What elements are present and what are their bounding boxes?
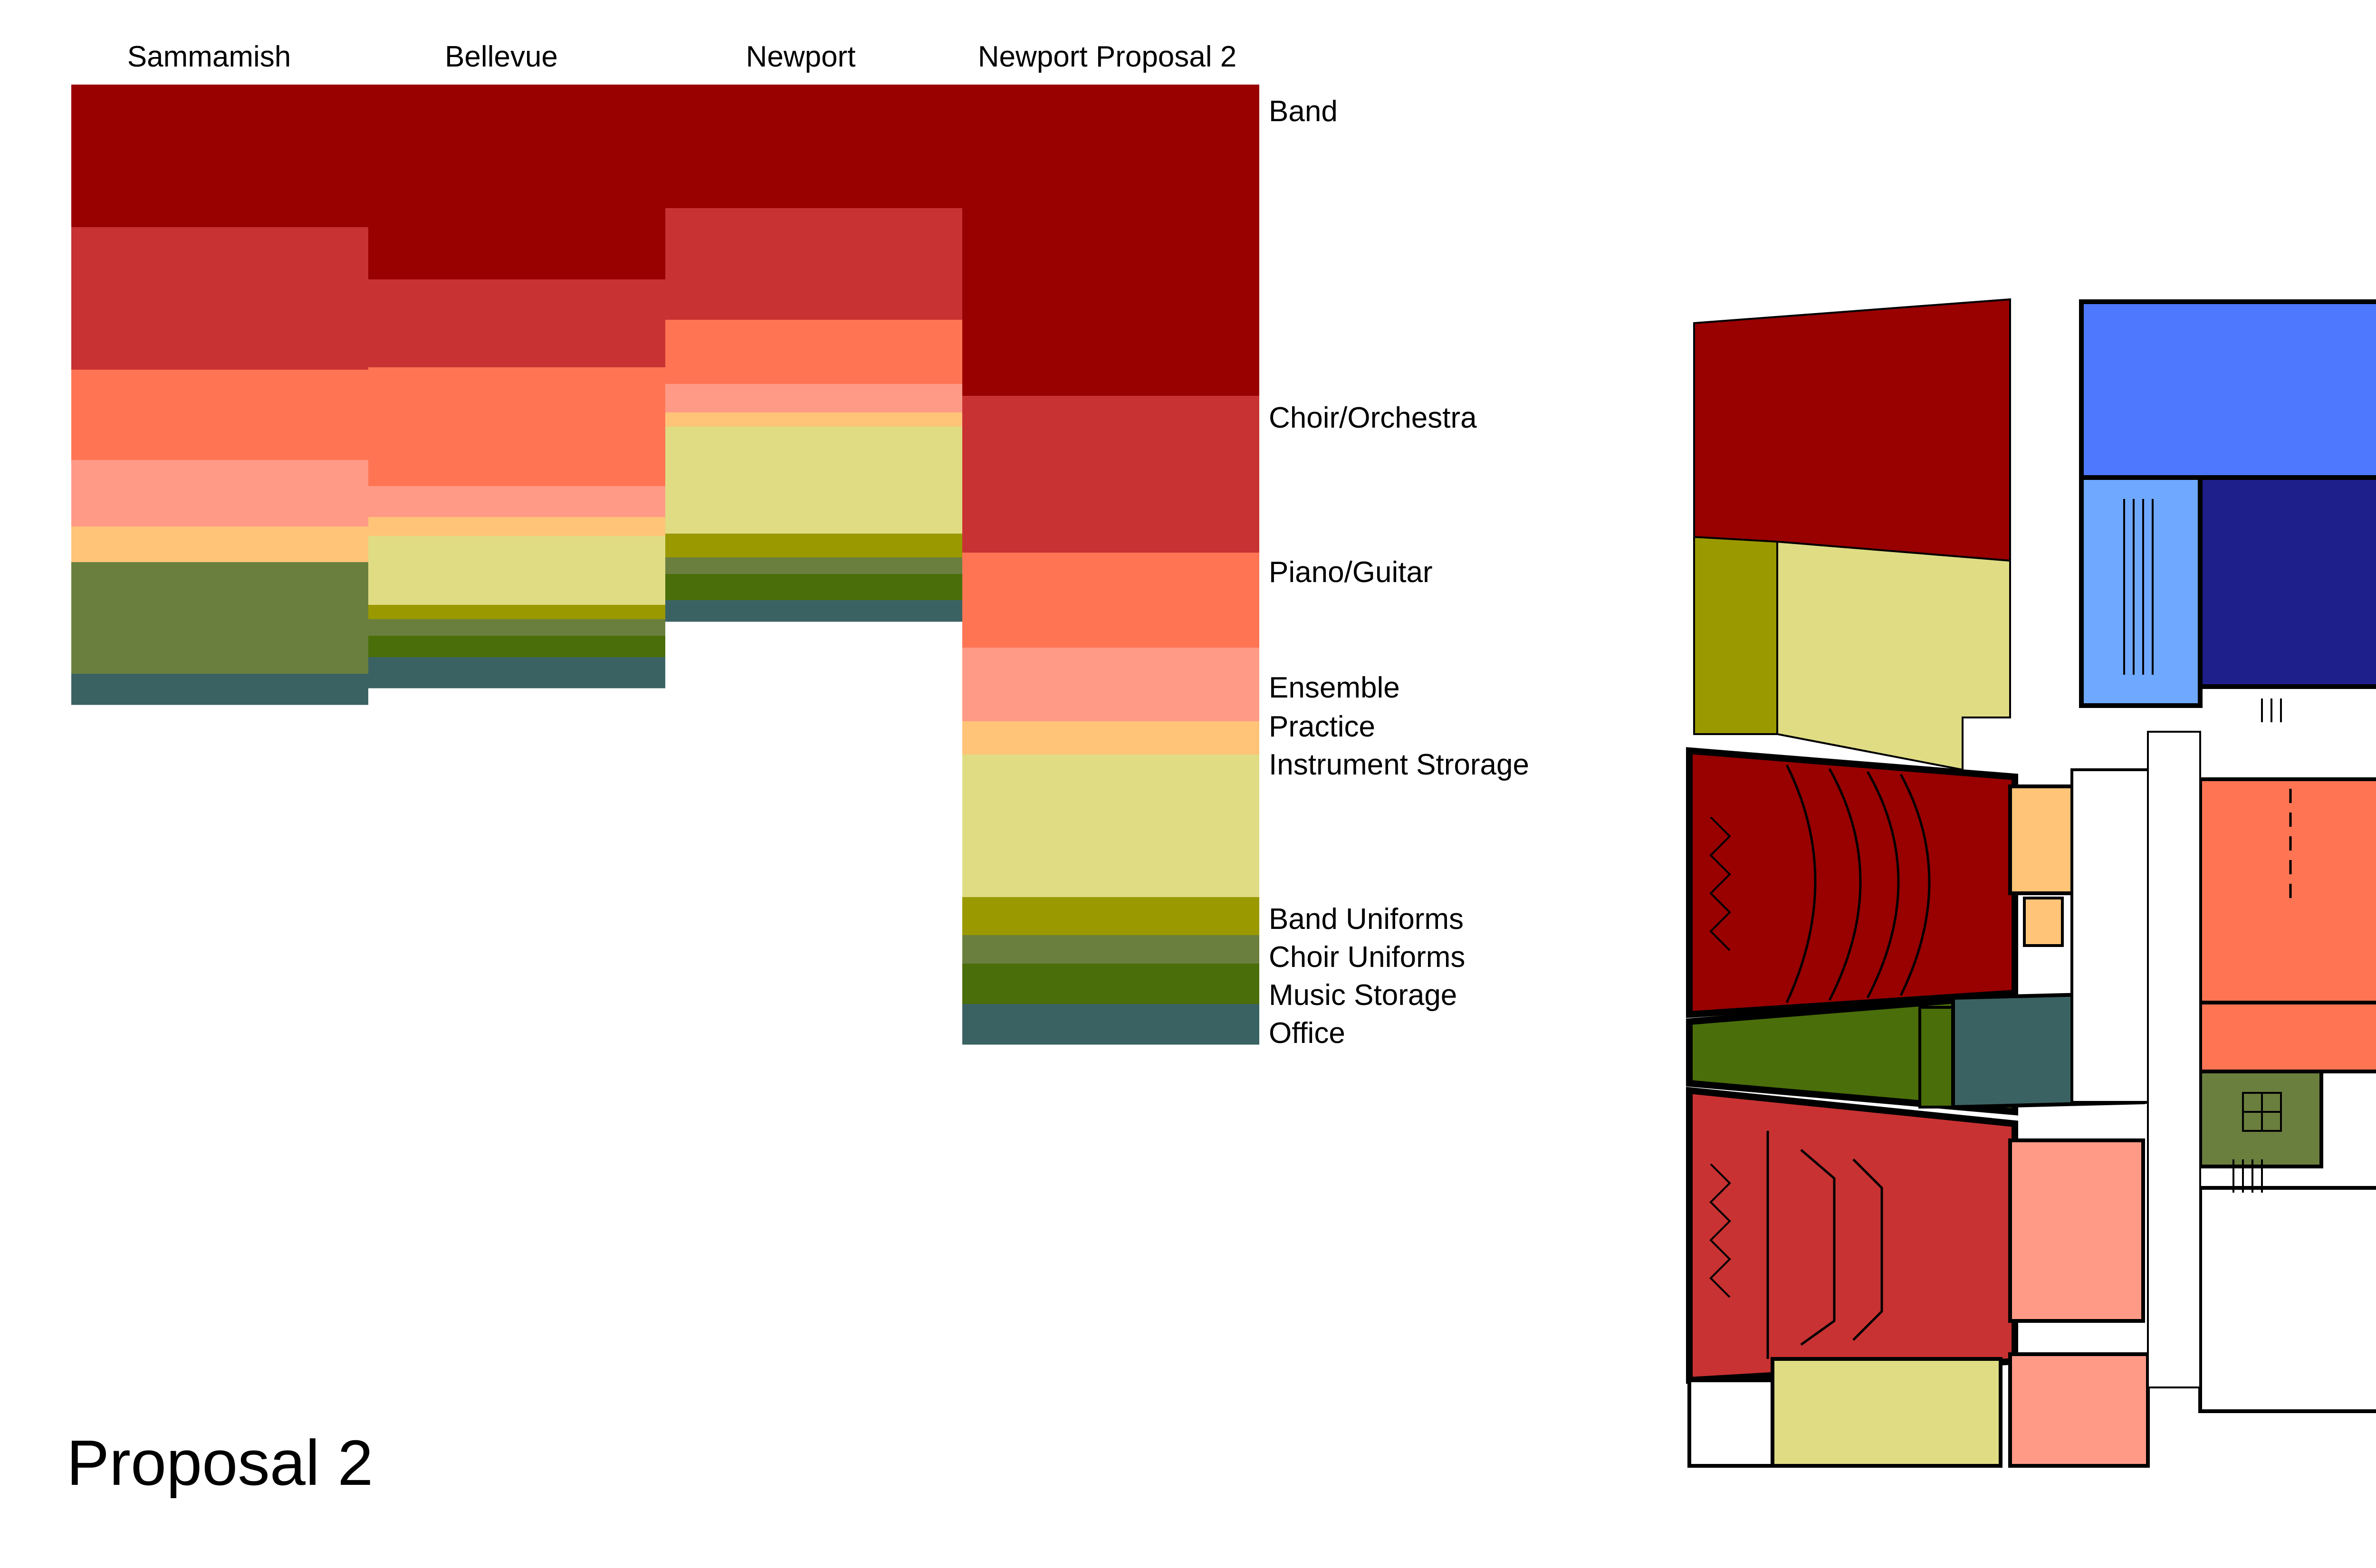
- column-header-bellevue: Bellevue: [445, 40, 558, 73]
- legend-label-band: Band: [1269, 95, 1338, 128]
- bar-sammamish-choir-orchestra: [71, 227, 368, 370]
- stacked-columns: [71, 85, 1259, 1045]
- legend-label-choir-uniforms: Choir Uniforms: [1269, 941, 1465, 974]
- bar-newport-proposal-2-choir-orchestra: [962, 396, 1259, 553]
- column-headers: Sammamish Bellevue Newport Newport Propo…: [127, 40, 1237, 73]
- plan-band-zigzag: [1709, 816, 1731, 951]
- plan-room-corner: [1687, 1378, 1774, 1468]
- bar-sammamish-piano-guitar: [71, 370, 368, 460]
- plan-room-light-blue: [2079, 475, 2203, 708]
- proposal-title: Proposal 2: [67, 1427, 373, 1499]
- legend-label-piano-guitar: Piano/Guitar: [1269, 556, 1433, 589]
- bar-newport-proposal-2-piano-guitar: [962, 553, 1259, 648]
- legend-label-practice: Practice: [1269, 710, 1375, 743]
- bar-sammamish-office: [71, 674, 368, 705]
- bar-newport-proposal-2-music-storage: [962, 964, 1259, 1004]
- bar-sammamish-ensemble: [71, 460, 368, 527]
- bar-newport-practice: [665, 412, 962, 427]
- bar-newport-choir-orchestra: [665, 208, 962, 320]
- legend-label-instrument-storage: Instrument Strorage: [1269, 748, 1529, 781]
- legend: Band Choir/Orchestra Piano/Guitar Ensemb…: [1269, 95, 1529, 1050]
- floor-plan: [1686, 298, 2376, 1468]
- bar-newport-proposal-2-band-uniforms: [962, 897, 1259, 936]
- column-header-newport: Newport: [746, 40, 856, 73]
- plan-room-choir-orchestra: [1686, 1087, 2018, 1384]
- bar-newport-instrument-strorage: [665, 427, 962, 534]
- plan-room-instrument-storage: [1776, 540, 2011, 771]
- bar-bellevue-office: [368, 657, 665, 688]
- legend-label-office: Office: [1269, 1017, 1345, 1050]
- bar-newport-piano-guitar: [665, 320, 962, 384]
- bar-bellevue-choir-uniforms: [368, 619, 665, 636]
- plan-room-band-uniforms: [1693, 535, 1778, 735]
- plan-choir-risers: [1766, 1131, 1883, 1359]
- plan-choir-zigzag: [1709, 1163, 1731, 1298]
- plan-room-ensemble-lower: [2008, 1352, 2150, 1468]
- plan-stairs: [2123, 499, 2282, 1193]
- plan-room-piano-guitar-lower: [2198, 1001, 2376, 1073]
- plan-room-piano-guitar: [2198, 777, 2376, 1004]
- plan-room-right-lower: [2198, 1186, 2376, 1413]
- bar-newport-ensemble: [665, 384, 962, 413]
- bar-newport-choir-uniforms: [665, 557, 962, 574]
- plan-room-instrument-storage-lower: [1771, 1357, 2002, 1468]
- bar-newport-proposal-2-office: [962, 1004, 1259, 1045]
- bar-bellevue-piano-guitar: [368, 367, 665, 487]
- bar-sammamish-choir-uniforms: [71, 562, 368, 674]
- plan-room-choir-uniforms-right: [2198, 1070, 2323, 1168]
- plan-corridor: [2147, 731, 2201, 1388]
- bar-bellevue-practice: [368, 517, 665, 536]
- bar-newport-proposal-2-instrument-strorage: [962, 755, 1259, 898]
- bar-bellevue-music-storage: [368, 636, 665, 658]
- bar-newport-office: [665, 600, 962, 622]
- bar-newport-band: [665, 85, 962, 209]
- legend-label-ensemble: Ensemble: [1269, 671, 1400, 704]
- plan-room-navy: [2198, 475, 2376, 689]
- plan-room-band-rehearsal: [1686, 747, 2018, 1018]
- legend-label-choir-orchestra: Choir/Orchestra: [1269, 402, 1477, 434]
- bar-bellevue-band: [368, 85, 665, 280]
- bar-newport-proposal-2-choir-uniforms: [962, 935, 1259, 964]
- column-header-newport-proposal-2: Newport Proposal 2: [978, 40, 1237, 73]
- column-header-sammamish: Sammamish: [127, 40, 291, 73]
- bar-newport-proposal-2-band: [962, 85, 1259, 396]
- plan-risers: [1785, 764, 1931, 1004]
- legend-label-music-storage: Music Storage: [1269, 979, 1457, 1012]
- plan-room-band-upper: [1693, 298, 2011, 562]
- bar-sammamish-band: [71, 85, 368, 228]
- plan-room-blue: [2079, 299, 2376, 480]
- bar-bellevue-choir-orchestra: [368, 279, 665, 368]
- plan-room-practice-2: [2023, 897, 2064, 947]
- plan-room-ensemble: [2008, 1138, 2145, 1323]
- plan-window-grid: [2242, 1092, 2282, 1132]
- legend-label-band-uniforms: Band Uniforms: [1269, 903, 1464, 936]
- bar-bellevue-band-uniforms: [368, 605, 665, 620]
- bar-newport-music-storage: [665, 574, 962, 601]
- bar-sammamish-practice: [71, 526, 368, 563]
- bar-newport-band-uniforms: [665, 534, 962, 558]
- bar-newport-proposal-2-ensemble: [962, 648, 1259, 722]
- bar-newport-proposal-2-practice: [962, 721, 1259, 755]
- bar-bellevue-ensemble: [368, 486, 665, 517]
- bar-bellevue-instrument-strorage: [368, 536, 665, 605]
